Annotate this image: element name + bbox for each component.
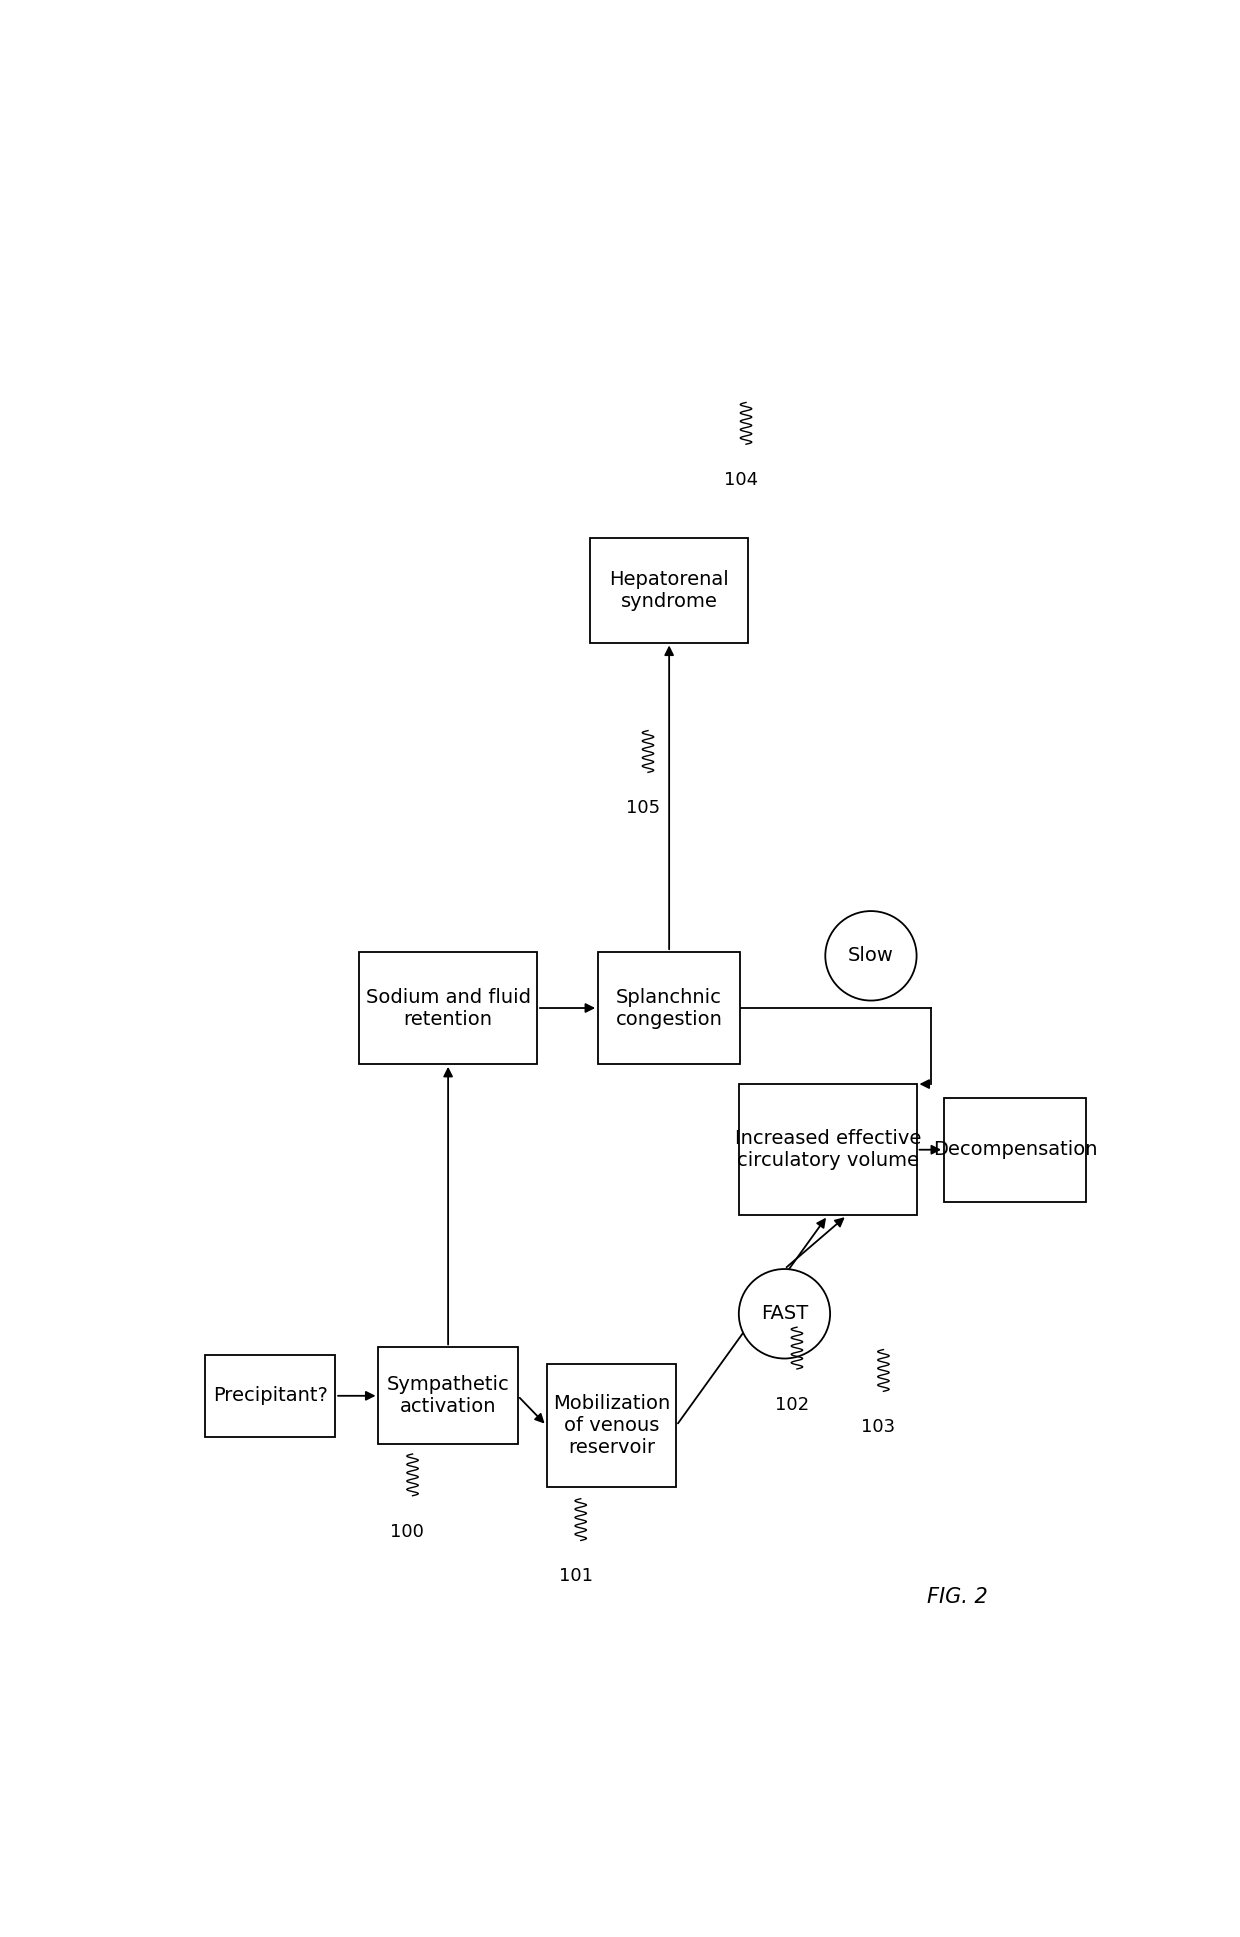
Text: 103: 103 <box>862 1418 895 1435</box>
Text: Slow: Slow <box>848 947 894 965</box>
FancyBboxPatch shape <box>360 953 537 1063</box>
Text: FIG. 2: FIG. 2 <box>928 1586 988 1608</box>
Text: Precipitant?: Precipitant? <box>213 1387 327 1406</box>
FancyBboxPatch shape <box>590 538 749 643</box>
Text: Sympathetic
activation: Sympathetic activation <box>387 1375 510 1416</box>
Text: 100: 100 <box>391 1522 424 1540</box>
Ellipse shape <box>826 910 916 1001</box>
FancyBboxPatch shape <box>598 953 740 1063</box>
FancyBboxPatch shape <box>944 1098 1086 1201</box>
Text: Sodium and fluid
retention: Sodium and fluid retention <box>366 988 531 1029</box>
Text: Splanchnic
congestion: Splanchnic congestion <box>616 988 723 1029</box>
Ellipse shape <box>739 1269 830 1358</box>
Text: Hepatorenal
syndrome: Hepatorenal syndrome <box>609 569 729 610</box>
FancyBboxPatch shape <box>206 1354 335 1437</box>
Text: Decompensation: Decompensation <box>932 1141 1097 1158</box>
FancyBboxPatch shape <box>378 1348 518 1445</box>
Text: 101: 101 <box>558 1567 593 1584</box>
FancyBboxPatch shape <box>739 1085 916 1214</box>
Text: 105: 105 <box>626 800 660 817</box>
Text: Mobilization
of venous
reservoir: Mobilization of venous reservoir <box>553 1395 670 1457</box>
Text: FAST: FAST <box>761 1304 808 1323</box>
Text: 102: 102 <box>775 1397 808 1414</box>
Text: Increased effective
circulatory volume: Increased effective circulatory volume <box>734 1129 921 1170</box>
FancyBboxPatch shape <box>547 1364 676 1488</box>
Text: 104: 104 <box>724 471 758 488</box>
